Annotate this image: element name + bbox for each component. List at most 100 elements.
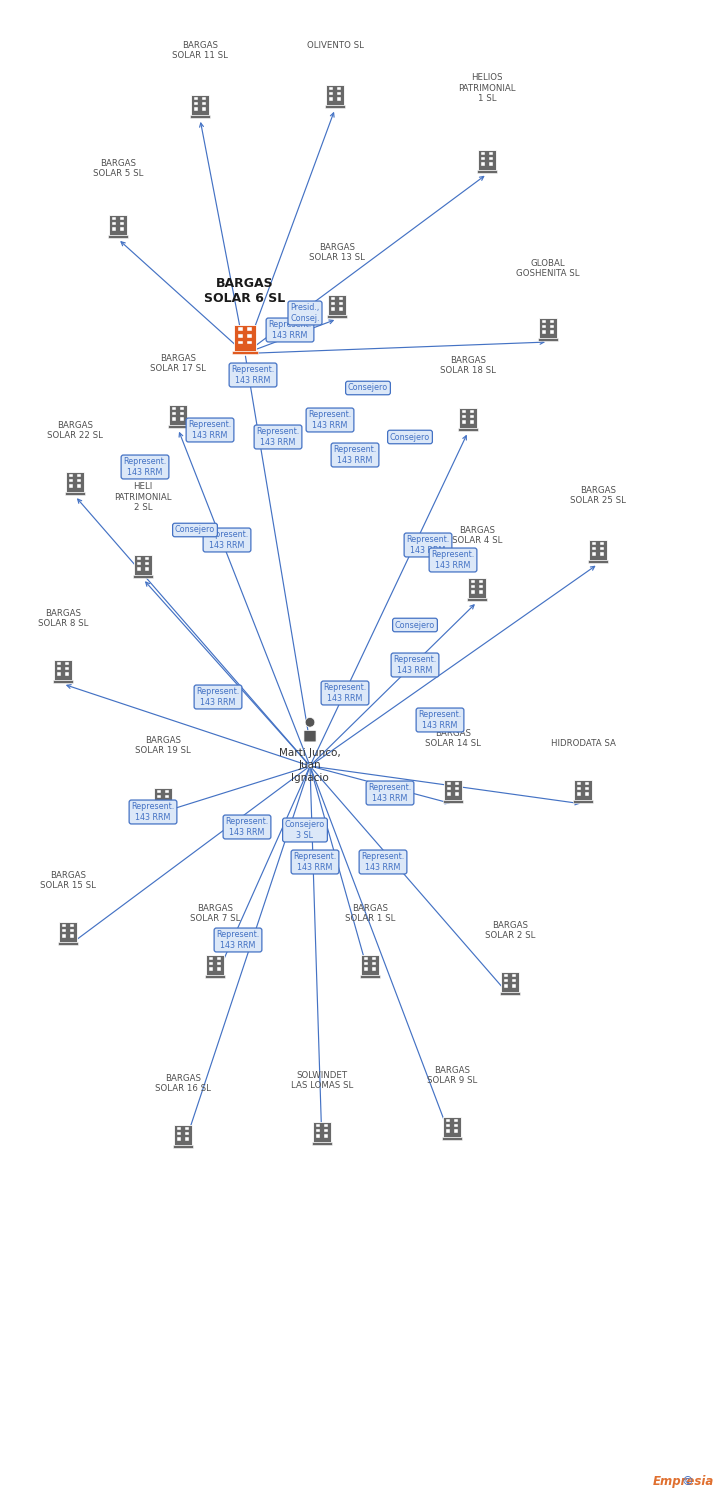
Bar xyxy=(329,98,333,100)
Bar xyxy=(489,162,493,165)
Bar xyxy=(63,928,66,932)
Bar xyxy=(470,416,474,419)
Text: Represent.
143 RRM: Represent. 143 RRM xyxy=(197,687,240,706)
Bar xyxy=(481,158,485,160)
Text: HELIOS
PATRIMONIAL
1 SL: HELIOS PATRIMONIAL 1 SL xyxy=(458,74,515,104)
Bar xyxy=(58,668,61,670)
Bar xyxy=(120,228,124,231)
Bar xyxy=(325,105,345,108)
Bar xyxy=(58,672,61,675)
Text: Consejero: Consejero xyxy=(390,432,430,441)
Bar xyxy=(112,216,116,220)
Bar xyxy=(202,96,206,100)
Text: Represent.
143 RRM: Represent. 143 RRM xyxy=(323,684,367,702)
Bar xyxy=(372,962,376,964)
Bar xyxy=(471,585,475,588)
Text: BARGAS
SOLAR 8 SL: BARGAS SOLAR 8 SL xyxy=(38,609,88,628)
Bar xyxy=(542,320,546,322)
Bar xyxy=(477,171,497,172)
Bar xyxy=(173,406,176,410)
Text: BARGAS
SOLAR 17 SL: BARGAS SOLAR 17 SL xyxy=(150,354,206,374)
Bar xyxy=(65,662,68,664)
Bar xyxy=(138,567,141,570)
Bar xyxy=(209,962,213,964)
Bar xyxy=(505,974,508,976)
Bar xyxy=(157,801,161,804)
Bar xyxy=(443,1118,461,1137)
Bar xyxy=(145,562,149,566)
Bar xyxy=(462,410,466,413)
Bar xyxy=(339,308,343,310)
Text: BARGAS
SOLAR 13 SL: BARGAS SOLAR 13 SL xyxy=(309,243,365,262)
Bar xyxy=(442,1137,462,1140)
Bar xyxy=(63,924,66,927)
Bar xyxy=(337,92,341,94)
Bar xyxy=(324,1134,328,1137)
Text: Represent.
143 RRM: Represent. 143 RRM xyxy=(333,446,376,465)
Bar xyxy=(470,420,474,423)
Bar xyxy=(468,578,486,598)
Bar xyxy=(455,782,459,784)
Bar xyxy=(361,956,379,975)
Bar xyxy=(316,1124,320,1126)
Text: ©: © xyxy=(681,1474,693,1488)
Bar xyxy=(165,801,169,804)
Bar xyxy=(70,928,74,932)
Bar xyxy=(145,567,149,570)
Bar xyxy=(69,484,73,488)
Bar xyxy=(69,474,73,477)
Text: Marti Junco,
Juan
Ignacio: Marti Junco, Juan Ignacio xyxy=(279,748,341,783)
Bar xyxy=(462,420,466,423)
Bar xyxy=(542,326,546,328)
Bar xyxy=(512,974,515,976)
Text: Represent.
143 RRM: Represent. 143 RRM xyxy=(256,427,300,447)
Bar xyxy=(593,548,596,550)
Bar xyxy=(455,788,459,790)
Bar xyxy=(447,788,451,790)
Bar xyxy=(138,556,141,560)
Bar xyxy=(217,957,221,960)
FancyBboxPatch shape xyxy=(304,730,316,742)
Text: Represent.
143 RRM: Represent. 143 RRM xyxy=(269,321,312,339)
Bar xyxy=(454,1119,458,1122)
Bar xyxy=(316,1130,320,1132)
Bar xyxy=(248,340,252,345)
Text: Represent.
143 RRM: Represent. 143 RRM xyxy=(393,656,437,675)
Bar xyxy=(471,579,475,584)
Bar xyxy=(512,984,515,987)
Bar xyxy=(512,980,515,982)
Text: BARGAS
SOLAR 1 SL: BARGAS SOLAR 1 SL xyxy=(345,903,395,922)
Text: HIDRODATA SA: HIDRODATA SA xyxy=(550,740,615,748)
Bar xyxy=(481,162,485,165)
Bar xyxy=(65,492,85,495)
Bar xyxy=(360,975,380,978)
Bar xyxy=(108,236,128,238)
Bar xyxy=(324,1130,328,1132)
Bar xyxy=(63,934,66,938)
Bar xyxy=(471,591,475,594)
Bar xyxy=(55,660,71,681)
Bar xyxy=(585,782,589,784)
Bar xyxy=(153,808,173,812)
Bar xyxy=(467,598,487,602)
Bar xyxy=(538,339,558,340)
Bar xyxy=(173,417,176,420)
Bar xyxy=(316,1134,320,1137)
Bar xyxy=(65,672,68,675)
Text: Consejero: Consejero xyxy=(348,384,388,393)
Bar xyxy=(217,962,221,964)
Bar xyxy=(185,1126,189,1130)
Bar xyxy=(327,315,347,318)
Bar xyxy=(112,228,116,231)
Text: BARGAS
SOLAR 4 SL: BARGAS SOLAR 4 SL xyxy=(452,525,502,544)
Bar xyxy=(577,792,581,795)
Bar xyxy=(590,540,606,561)
Bar xyxy=(364,957,368,960)
Bar xyxy=(573,801,593,802)
Bar xyxy=(58,942,79,945)
Bar xyxy=(600,552,604,555)
Text: BARGAS
SOLAR 25 SL: BARGAS SOLAR 25 SL xyxy=(570,486,626,506)
Bar xyxy=(446,1119,450,1122)
Text: Represent.
143 RRM: Represent. 143 RRM xyxy=(232,366,274,384)
Text: BARGAS
SOLAR 14 SL: BARGAS SOLAR 14 SL xyxy=(425,729,481,748)
